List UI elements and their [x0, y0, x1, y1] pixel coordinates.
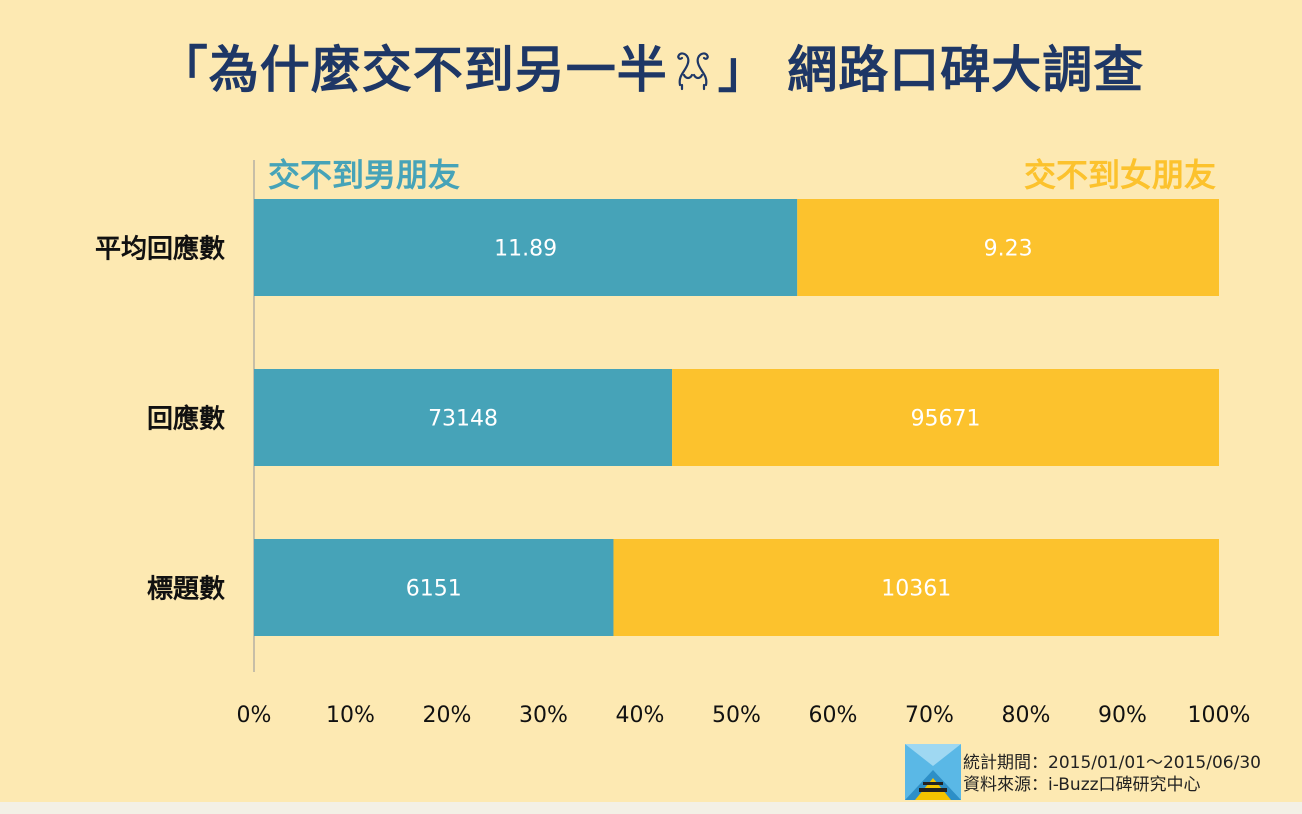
bar-male-1 [254, 369, 673, 466]
x-tick-label-2: 20% [423, 703, 472, 728]
bottom-strip [0, 802, 1302, 814]
footer-source: 統計期間：2015/01/01～2015/06/30 資料來源：i-Buzz口碑… [963, 752, 1261, 796]
x-tick-label-4: 40% [616, 703, 665, 728]
page-title: 「為什麼交不到另一半」 網路口碑大調查 [0, 30, 1302, 103]
x-tick-label-5: 50% [712, 703, 761, 728]
bar-female-2 [613, 539, 1219, 636]
x-tick-label-6: 60% [809, 703, 858, 728]
bar-female-1 [672, 369, 1219, 466]
data-label-male-2: 6151 [406, 577, 462, 602]
legend-item-female: 交不到女朋友 [1024, 156, 1216, 194]
title-prefix: 「為什麼交不到另一半 [157, 41, 668, 99]
x-tick-label-7: 70% [905, 703, 954, 728]
x-tick-label-3: 30% [519, 703, 568, 728]
data-label-male-0: 11.89 [494, 237, 557, 262]
category-label-2: 標題數 [147, 575, 225, 605]
category-label-1: 回應數 [147, 404, 225, 435]
ibuzz-logo-icon [905, 744, 961, 800]
x-tick-label-0: 0% [237, 703, 272, 728]
x-tick-label-8: 80% [1002, 703, 1051, 728]
bar-male-2 [254, 539, 614, 636]
x-tick-label-10: 100% [1188, 703, 1251, 728]
flamingo-pair-icon [670, 45, 716, 103]
category-label-0: 平均回應數 [95, 234, 225, 265]
legend-item-male: 交不到男朋友 [268, 156, 460, 194]
bar-female-0 [797, 199, 1219, 296]
title-suffix: 」 網路口碑大調查 [717, 41, 1145, 99]
data-label-female-0: 9.23 [984, 237, 1033, 262]
data-label-female-1: 95671 [911, 407, 981, 432]
data-label-female-2: 10361 [881, 577, 951, 602]
x-tick-label-1: 10% [326, 703, 375, 728]
data-label-male-1: 73148 [428, 407, 498, 432]
footer-source-text: 資料來源：i-Buzz口碑研究中心 [963, 775, 1201, 795]
footer-period: 統計期間：2015/01/01～2015/06/30 [963, 753, 1261, 773]
bar-male-0 [254, 199, 798, 296]
x-tick-label-9: 90% [1098, 703, 1147, 728]
